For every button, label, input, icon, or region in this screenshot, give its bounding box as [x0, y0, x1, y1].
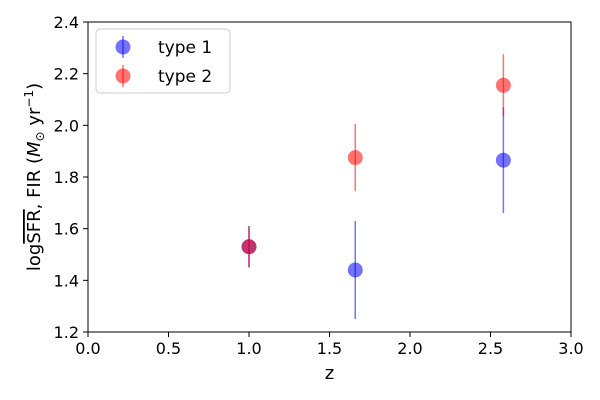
- x-tick-label: 1.5: [317, 339, 342, 358]
- y-label-close: ): [24, 83, 45, 90]
- data-point-type-2: [241, 239, 257, 255]
- legend-entry-type-1: type 1: [115, 36, 212, 58]
- y-label-sun: ⊙: [33, 131, 47, 141]
- x-tick-label: 1.0: [236, 339, 261, 358]
- y-label-yr: yr: [24, 107, 45, 131]
- x-tick-label: 0.0: [75, 339, 100, 358]
- y-tick-label: 2.0: [54, 116, 79, 135]
- data-point-type-1: [347, 262, 363, 278]
- x-tick-label: 0.5: [156, 339, 181, 358]
- legend-label: type 1: [158, 38, 212, 58]
- axis-ticks-layer: 0.0 0.5 1.0 1.5 2.0 2.5 3.0 1.2 1.4 1.6 1.8 2.0 2.2 2…: [54, 13, 584, 358]
- data-point-type-1: [495, 152, 511, 168]
- y-label-sfr: SFR: [24, 209, 45, 243]
- x-axis-label: z: [325, 363, 334, 384]
- y-label-exp: −1: [22, 90, 36, 108]
- y-tick-label: 2.2: [54, 65, 79, 84]
- y-label-fir: , FIR (: [24, 157, 45, 209]
- y-label-log: log: [24, 244, 45, 271]
- legend-label: type 2: [158, 67, 212, 87]
- y-tick-label: 1.4: [54, 271, 79, 290]
- legend-entry-type-2: type 2: [115, 65, 212, 87]
- x-tick-label: 2.0: [397, 339, 422, 358]
- y-tick-label: 1.2: [54, 323, 79, 342]
- legend-marker-circle: [115, 68, 131, 84]
- x-tick-label: 2.5: [478, 339, 503, 358]
- y-label-m: M: [24, 141, 45, 157]
- data-point-type-2: [495, 77, 511, 93]
- x-tick-label: 3.0: [558, 339, 583, 358]
- data-point-type-2: [347, 150, 363, 166]
- legend-marker-circle: [115, 39, 131, 55]
- data-points-layer: [241, 54, 511, 320]
- y-tick-label: 1.6: [54, 220, 79, 239]
- y-tick-label: 2.4: [54, 13, 79, 32]
- legend: type 1 type 2: [95, 28, 231, 94]
- y-axis-label: logSFR, FIR (M⊙ yr−1): [22, 83, 47, 271]
- y-tick-label: 1.8: [54, 168, 79, 187]
